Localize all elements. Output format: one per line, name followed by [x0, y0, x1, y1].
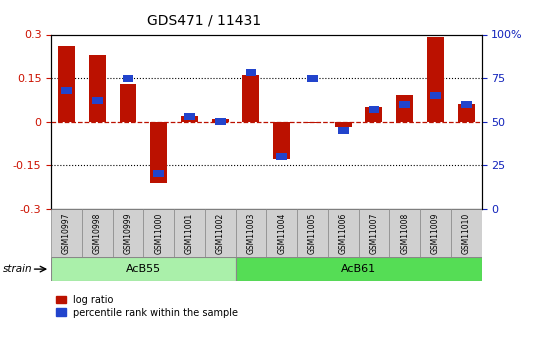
Bar: [181, 116, 198, 122]
Text: GSM11003: GSM11003: [246, 213, 256, 254]
Text: GSM11006: GSM11006: [338, 213, 348, 254]
Text: GSM11008: GSM11008: [400, 213, 409, 254]
Bar: [245, 69, 256, 76]
Bar: [143, 209, 174, 257]
Bar: [89, 55, 105, 122]
Text: GSM11005: GSM11005: [308, 213, 317, 254]
Bar: [266, 209, 297, 257]
Bar: [358, 209, 390, 257]
Text: GSM11009: GSM11009: [431, 213, 440, 254]
Bar: [150, 122, 167, 183]
Text: GSM11000: GSM11000: [154, 213, 163, 254]
Bar: [58, 46, 75, 122]
Bar: [338, 127, 349, 134]
Bar: [243, 75, 259, 122]
Text: GSM10998: GSM10998: [93, 213, 102, 254]
Bar: [51, 257, 236, 281]
Bar: [92, 97, 103, 104]
Legend: log ratio, percentile rank within the sample: log ratio, percentile rank within the sa…: [56, 295, 238, 318]
Bar: [212, 119, 229, 122]
Bar: [236, 209, 266, 257]
Bar: [297, 209, 328, 257]
Bar: [390, 209, 420, 257]
Bar: [61, 87, 72, 94]
Bar: [399, 101, 410, 108]
Bar: [458, 104, 475, 122]
Bar: [82, 209, 112, 257]
Text: AcB55: AcB55: [126, 264, 161, 274]
Bar: [51, 209, 82, 257]
Text: GSM11010: GSM11010: [462, 213, 471, 254]
Bar: [112, 209, 143, 257]
Bar: [236, 257, 482, 281]
Bar: [396, 96, 413, 122]
Bar: [153, 170, 164, 177]
Bar: [304, 122, 321, 123]
Bar: [277, 153, 287, 160]
Bar: [174, 209, 205, 257]
Text: GSM10997: GSM10997: [62, 213, 71, 254]
Text: GSM11007: GSM11007: [370, 213, 378, 254]
Text: GSM11004: GSM11004: [277, 213, 286, 254]
Text: GDS471 / 11431: GDS471 / 11431: [147, 14, 261, 28]
Text: GSM11002: GSM11002: [216, 213, 225, 254]
Bar: [205, 209, 236, 257]
Bar: [123, 75, 133, 81]
Text: GSM11001: GSM11001: [185, 213, 194, 254]
Bar: [328, 209, 358, 257]
Bar: [184, 113, 195, 120]
Bar: [273, 122, 290, 159]
Bar: [427, 37, 444, 122]
Bar: [307, 75, 318, 81]
Bar: [335, 122, 352, 127]
Bar: [430, 92, 441, 99]
Bar: [215, 118, 225, 125]
Bar: [420, 209, 451, 257]
Text: AcB61: AcB61: [341, 264, 376, 274]
Text: GSM10999: GSM10999: [123, 213, 132, 254]
Text: strain: strain: [3, 264, 32, 274]
Bar: [365, 107, 383, 122]
Bar: [451, 209, 482, 257]
Bar: [461, 101, 471, 108]
Bar: [369, 106, 379, 113]
Bar: [119, 84, 137, 122]
